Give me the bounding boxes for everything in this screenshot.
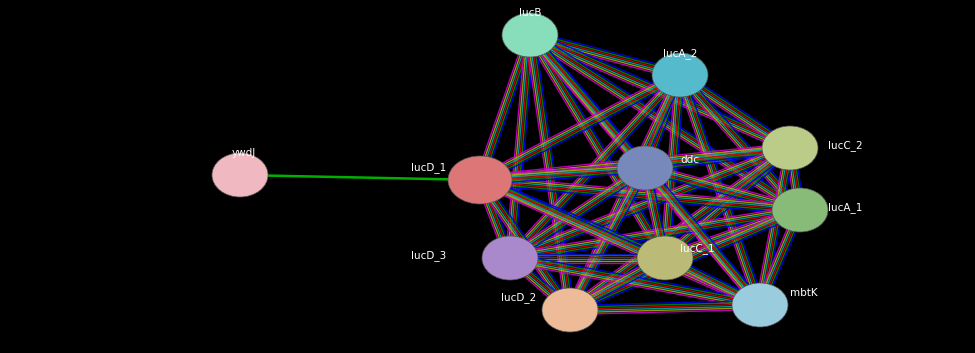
Text: lucA_2: lucA_2 <box>663 48 697 59</box>
Text: lucD_2: lucD_2 <box>501 292 536 303</box>
Text: lucB: lucB <box>519 8 541 18</box>
Text: lucC_1: lucC_1 <box>680 243 715 254</box>
Ellipse shape <box>212 153 268 197</box>
Text: ywdJ: ywdJ <box>232 148 256 158</box>
Ellipse shape <box>502 13 558 57</box>
Ellipse shape <box>652 53 708 97</box>
Text: lucC_2: lucC_2 <box>828 140 863 151</box>
Ellipse shape <box>482 236 538 280</box>
Ellipse shape <box>732 283 788 327</box>
Ellipse shape <box>542 288 598 332</box>
Text: lucD_3: lucD_3 <box>410 250 446 261</box>
Ellipse shape <box>617 146 673 190</box>
Ellipse shape <box>448 156 512 204</box>
Ellipse shape <box>637 236 693 280</box>
Text: lucD_1: lucD_1 <box>410 162 446 173</box>
Ellipse shape <box>772 188 828 232</box>
Text: ddc: ddc <box>680 155 699 165</box>
Text: mbtK: mbtK <box>790 288 818 298</box>
Ellipse shape <box>762 126 818 170</box>
Text: lucA_1: lucA_1 <box>828 202 862 213</box>
